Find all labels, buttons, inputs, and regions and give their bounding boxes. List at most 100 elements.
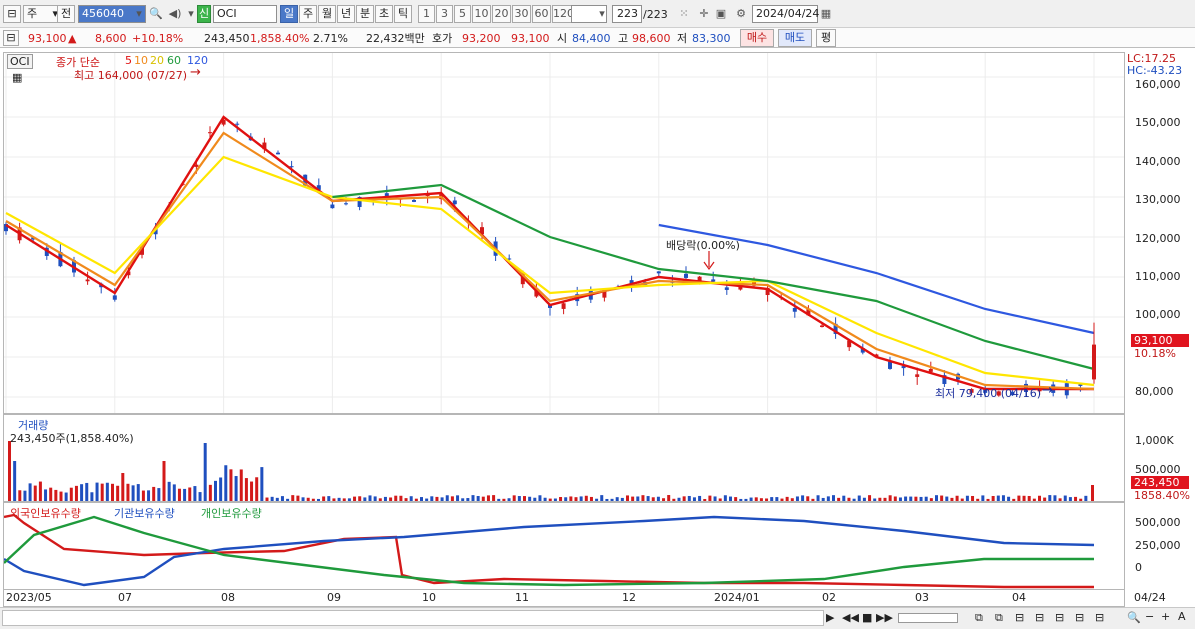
legend-ma10: 10 — [134, 54, 148, 67]
volume-bar — [898, 497, 902, 501]
volume-bar — [18, 490, 22, 501]
y-tick: 110,000 — [1135, 270, 1181, 283]
market-select[interactable]: 주 ▾ — [23, 5, 61, 23]
sell-button[interactable]: 매도 — [778, 29, 812, 47]
volume-bar — [450, 496, 454, 501]
window-icon[interactable]: ⊟ — [1015, 611, 1025, 624]
candle-body — [724, 287, 729, 290]
interval-button[interactable]: 10 — [472, 5, 491, 23]
scroll-right-icon[interactable]: ▶ — [826, 611, 835, 624]
window-menu-icon[interactable]: ⊟ — [3, 5, 21, 23]
minus-icon[interactable]: − — [1145, 610, 1155, 623]
tab-period[interactable]: 틱 — [394, 5, 412, 23]
volume-bar — [224, 465, 228, 501]
scrollbar-track[interactable] — [2, 610, 824, 626]
search-icon[interactable]: 🔍 — [149, 7, 163, 20]
quote-bar: ⊟ — [0, 28, 1195, 48]
volume-bar — [862, 497, 866, 501]
interval-button[interactable]: 3 — [436, 5, 453, 23]
holdings-axis: 500,000 250,000 0 — [1125, 502, 1192, 590]
candle-body — [711, 279, 716, 282]
volume-bar — [548, 498, 552, 501]
candle-body — [847, 340, 852, 348]
interval-button[interactable]: 120 — [552, 5, 574, 23]
calendar-icon[interactable]: ▦ — [820, 7, 832, 20]
tab-period[interactable]: 초 — [375, 5, 393, 23]
volume-bar — [481, 496, 485, 501]
volume-bar — [739, 498, 743, 501]
volume-bar — [208, 484, 212, 501]
zoom-icon[interactable]: 🔍 — [1127, 611, 1141, 624]
stock-name-field[interactable]: OCI — [213, 5, 277, 23]
layout-icon[interactable]: ⧉ — [995, 611, 1003, 624]
volume-bar — [177, 488, 181, 501]
interval-button[interactable]: 1 — [418, 5, 435, 23]
volume-bar — [85, 482, 89, 501]
volume-bar — [497, 498, 501, 501]
price-chart-panel[interactable]: OCI ▦ 종가 단순 5 10 20 60 120 최고 164,000 (0… — [3, 52, 1125, 414]
rewind-icon[interactable]: ◀◀ — [842, 611, 859, 624]
volume-bar — [888, 495, 892, 501]
gear-icon[interactable]: ⚙ — [736, 7, 746, 20]
volume-bar — [734, 497, 738, 501]
window-icon[interactable]: ⊟ — [1095, 611, 1105, 624]
count-input[interactable]: 223 — [612, 5, 642, 23]
ma-legend-prefix: 종가 단순 — [56, 56, 100, 69]
code-input[interactable]: 456040 — [78, 5, 146, 23]
tab-period[interactable]: 분 — [356, 5, 374, 23]
candle-body — [262, 142, 267, 150]
volume-bar — [342, 498, 346, 501]
interval-input[interactable] — [571, 5, 607, 23]
plus-icon[interactable]: + — [1161, 610, 1171, 623]
chevron-down-icon[interactable]: ▾ — [136, 7, 142, 20]
grid-icon[interactable]: ⁙ — [679, 7, 689, 20]
volume-bar — [80, 484, 84, 501]
symbol-box: OCI — [7, 54, 33, 69]
prev-button[interactable]: 전 — [57, 5, 75, 23]
high-label: 고 — [618, 32, 629, 45]
volume-bar — [826, 496, 830, 501]
tab-period[interactable]: 월 — [318, 5, 336, 23]
zoom-slider[interactable] — [898, 613, 958, 623]
date-input[interactable]: 2024/04/24 — [752, 5, 819, 23]
eval-button[interactable]: 평 — [816, 29, 836, 47]
volume-bar — [1001, 495, 1005, 501]
table-icon[interactable]: ▦ — [12, 71, 23, 84]
tab-period[interactable]: 주 — [299, 5, 317, 23]
chevron-down-icon[interactable]: ▾ — [599, 7, 605, 20]
interval-button[interactable]: 30 — [512, 5, 531, 23]
legend-foreign: 외국인보유수량 — [10, 507, 81, 520]
tab-period[interactable]: 일 — [280, 5, 298, 23]
chevron-down-icon[interactable]: ▾ — [188, 7, 194, 20]
interval-button[interactable]: 5 — [454, 5, 471, 23]
candle-body — [792, 307, 797, 312]
volume-bar — [842, 495, 846, 501]
pct-tag: 10.18% — [1134, 347, 1176, 360]
tab-period[interactable]: 년 — [337, 5, 355, 23]
holdings-panel[interactable]: 외국인보유수량 기관보유수량 개인보유수량 — [3, 502, 1125, 590]
disk-icon[interactable]: ▣ — [715, 7, 727, 20]
volume-panel[interactable]: 거래량 243,450주(1,858.40%) — [3, 414, 1125, 502]
window-icon[interactable]: ⊟ — [1055, 611, 1065, 624]
candle-body — [996, 391, 1001, 396]
interval-button[interactable]: 60 — [532, 5, 551, 23]
font-size-icon[interactable]: A — [1178, 610, 1186, 623]
stop-icon[interactable]: ■ — [862, 611, 873, 624]
volume-bar — [729, 496, 732, 501]
volume-bar — [589, 496, 593, 501]
fast-forward-icon[interactable]: ▶▶ — [876, 611, 893, 624]
volume-bar — [538, 495, 542, 501]
speaker-icon[interactable]: ◀) — [168, 7, 182, 20]
buy-button[interactable]: 매수 — [740, 29, 774, 47]
window-menu-icon[interactable]: ⊟ — [3, 30, 19, 46]
volume-bar — [214, 480, 217, 501]
candle-body — [833, 323, 838, 334]
interval-button[interactable]: 20 — [492, 5, 511, 23]
window-icon[interactable]: ⊟ — [1035, 611, 1045, 624]
volume-bar — [33, 485, 37, 501]
volume-bar — [600, 495, 604, 501]
volume-bar — [754, 497, 758, 501]
crosshair-icon[interactable]: ✛ — [699, 7, 709, 20]
layout-icon[interactable]: ⧉ — [975, 611, 983, 624]
window-icon[interactable]: ⊟ — [1075, 611, 1085, 624]
